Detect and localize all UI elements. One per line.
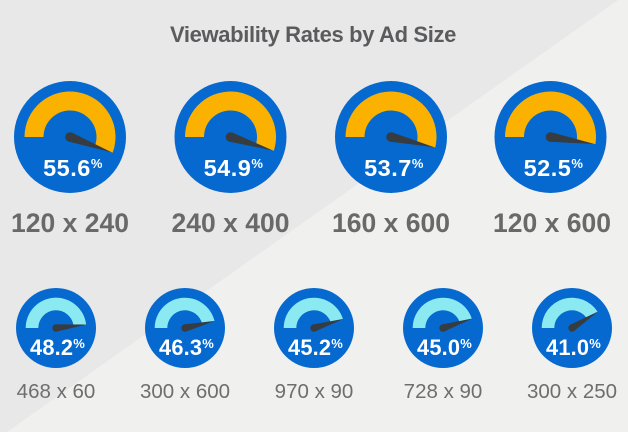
svg-text:120 x 240: 120 x 240 — [11, 208, 129, 238]
svg-text:468 x 60: 468 x 60 — [17, 380, 96, 403]
svg-text:970 x 90: 970 x 90 — [275, 380, 354, 403]
svg-text:300 x 250: 300 x 250 — [527, 380, 617, 403]
svg-text:240 x 400: 240 x 400 — [172, 208, 290, 238]
svg-text:Viewability Rates by Ad Size: Viewability Rates by Ad Size — [170, 22, 456, 47]
svg-text:728 x 90: 728 x 90 — [404, 380, 483, 403]
svg-text:300 x 600: 300 x 600 — [140, 380, 230, 403]
svg-text:160 x 600: 160 x 600 — [332, 208, 450, 238]
svg-text:120 x 600: 120 x 600 — [493, 208, 611, 238]
